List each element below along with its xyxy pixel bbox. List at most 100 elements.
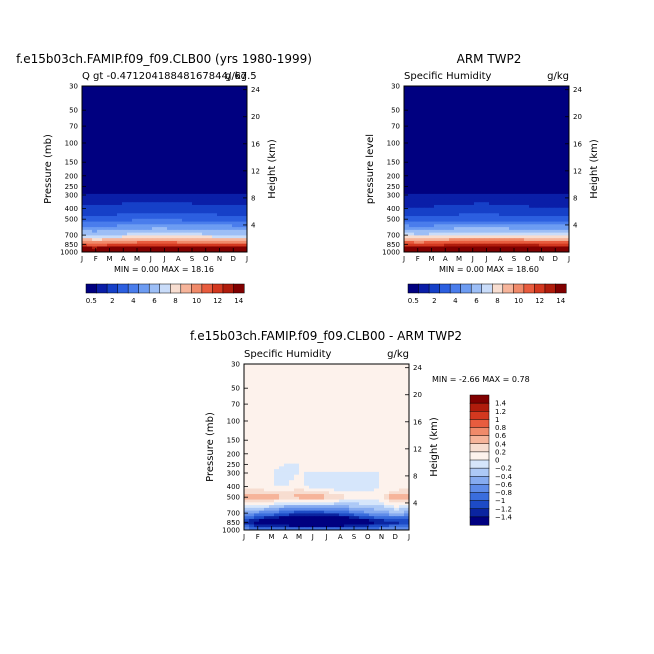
field-cell: [404, 105, 410, 109]
field-cell: [524, 130, 530, 134]
field-cell: [564, 185, 570, 189]
field-cell: [232, 135, 238, 139]
field-cell: [339, 375, 345, 379]
field-cell: [399, 383, 405, 387]
field-cell: [232, 99, 238, 103]
x-tick-label: J: [567, 255, 570, 263]
field-cell: [509, 108, 515, 112]
field-cell: [147, 196, 153, 200]
field-cell: [182, 124, 188, 128]
field-cell: [187, 141, 193, 145]
field-cell: [504, 180, 510, 184]
field-cell: [439, 144, 445, 148]
field-cell: [289, 386, 295, 390]
field-cell: [254, 399, 260, 404]
field-cell: [242, 160, 248, 164]
field-cell: [197, 94, 203, 98]
field-cell: [479, 108, 485, 112]
field-cell: [499, 127, 505, 131]
field-cell: [479, 91, 485, 95]
field-cell: [479, 155, 485, 159]
field-cell: [122, 97, 128, 101]
field-cell: [489, 213, 495, 217]
field-cell: [162, 144, 168, 148]
field-cell: [404, 177, 410, 181]
field-cell: [182, 113, 188, 117]
field-cell: [479, 180, 485, 184]
x-tick-label: S: [512, 255, 517, 263]
field-cell: [107, 232, 113, 236]
field-cell: [474, 224, 480, 228]
field-cell: [122, 152, 128, 156]
field-cell: [92, 202, 98, 206]
field-cell: [122, 102, 128, 106]
field-cell: [359, 366, 365, 370]
field-cell: [559, 149, 565, 153]
field-cell: [232, 113, 238, 117]
field-cell: [374, 380, 380, 384]
field-cell: [182, 202, 188, 206]
field-cell: [117, 232, 123, 236]
field-cell: [197, 102, 203, 106]
field-cell: [449, 149, 455, 153]
field-cell: [519, 130, 525, 134]
field-cell: [479, 177, 485, 181]
field-cell: [202, 202, 208, 206]
field-cell: [157, 218, 163, 222]
field-cell: [449, 152, 455, 156]
field-cell: [187, 210, 193, 214]
field-cell: [117, 171, 123, 175]
field-cell: [404, 155, 410, 159]
field-cell: [97, 149, 103, 153]
field-cell: [92, 232, 98, 236]
field-cell: [212, 185, 218, 189]
field-cell: [404, 94, 410, 98]
field-cell: [162, 202, 168, 206]
field-cell: [289, 416, 295, 420]
field-cell: [132, 144, 138, 148]
field-cell: [334, 419, 340, 423]
field-cell: [127, 243, 133, 247]
field-cell: [369, 399, 375, 404]
field-cell: [192, 174, 198, 178]
field-cell: [464, 138, 470, 142]
field-cell: [534, 182, 540, 186]
field-cell: [279, 372, 285, 376]
field-cell: [549, 235, 555, 239]
field-cell: [404, 163, 410, 167]
field-cell: [559, 141, 565, 145]
y-axis-label: Pressure (mb): [43, 134, 54, 204]
field-cell: [192, 193, 198, 198]
field-cell: [242, 227, 248, 231]
field-cell: [384, 364, 390, 368]
field-cell: [112, 177, 118, 181]
panel-model: f.e15b03ch.FAMIP.f09_f09.CLB00 (yrs 1980…: [16, 52, 312, 274]
field-cell: [444, 224, 450, 228]
field-cell: [519, 204, 525, 209]
field-cell: [137, 196, 143, 200]
field-cell: [529, 221, 535, 225]
field-cell: [544, 91, 550, 95]
field-cell: [364, 435, 370, 440]
field-cell: [102, 99, 108, 103]
field-cell: [232, 108, 238, 112]
y-tick-label: 150: [65, 159, 78, 167]
field-cell: [117, 174, 123, 178]
field-cell: [474, 199, 480, 203]
field-cell: [419, 182, 425, 186]
field-cell: [299, 375, 305, 379]
field-cell: [464, 166, 470, 170]
field-cell: [399, 369, 405, 373]
field-cell: [187, 121, 193, 126]
field-cell: [87, 249, 93, 253]
field-cell: [127, 105, 133, 109]
field-cell: [309, 435, 315, 440]
field-cell: [534, 146, 540, 151]
field-cell: [102, 227, 108, 231]
field-cell: [539, 138, 545, 142]
field-cell: [484, 202, 490, 206]
field-cell: [117, 224, 123, 228]
field-cell: [494, 144, 500, 148]
field-cell: [534, 191, 540, 195]
field-cell: [494, 174, 500, 178]
